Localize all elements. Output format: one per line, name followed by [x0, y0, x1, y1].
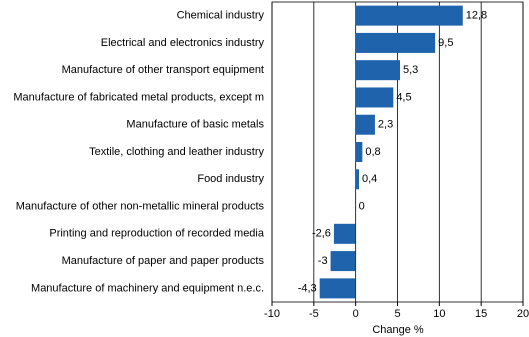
value-label: 0 [359, 200, 365, 212]
x-tick-label: 15 [475, 308, 487, 320]
value-label: 0,4 [362, 173, 377, 185]
y-tick-label: Electrical and electronics industry [101, 37, 265, 49]
y-tick-label: Manufacture of other non-metallic minera… [16, 200, 265, 212]
value-label: 4,5 [396, 91, 411, 103]
plot-frame [271, 1, 524, 303]
x-tick-label: 0 [353, 308, 359, 320]
y-tick-label: Manufacture of paper and paper products [62, 255, 265, 267]
bar [355, 5, 463, 26]
value-label: -2,6 [312, 228, 331, 240]
x-axis-label: Change % [372, 324, 424, 336]
value-label: 5,3 [403, 64, 418, 76]
bar [355, 114, 375, 135]
bar [355, 169, 360, 190]
bar [355, 87, 394, 108]
y-tick-label: Food industry [197, 173, 264, 185]
bar [355, 60, 401, 81]
value-label: 0,8 [365, 146, 380, 158]
bar [319, 278, 356, 299]
y-tick-label: Manufacture of basic metals [126, 119, 264, 131]
x-tick-label: -5 [309, 308, 319, 320]
x-tick-label: 10 [433, 308, 445, 320]
x-tick-label: 20 [517, 308, 529, 320]
y-tick-label: Manufacture of other transport equipment [62, 64, 264, 76]
y-tick-label: Manufacture of fabricated metal products… [13, 91, 264, 103]
value-label: 2,3 [378, 119, 393, 131]
value-label: -4,3 [298, 282, 317, 294]
bar [355, 142, 363, 162]
value-label: 9,5 [438, 37, 453, 49]
x-tick-label: -10 [264, 308, 280, 320]
value-label: 12,8 [466, 10, 487, 22]
bar [333, 223, 356, 244]
y-tick-label: Textile, clothing and leather industry [89, 146, 264, 158]
y-tick-label: Manufacture of machinery and equipment n… [31, 282, 264, 294]
value-label: -3 [318, 255, 328, 267]
x-tick-label: 5 [394, 308, 400, 320]
y-tick-label: Printing and reproduction of recorded me… [49, 228, 265, 240]
bar [330, 251, 356, 272]
bar [355, 32, 436, 53]
y-tick-label: Chemical industry [177, 10, 265, 22]
